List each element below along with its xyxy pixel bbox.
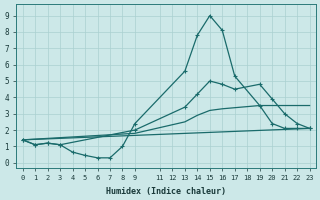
X-axis label: Humidex (Indice chaleur): Humidex (Indice chaleur) (106, 187, 226, 196)
